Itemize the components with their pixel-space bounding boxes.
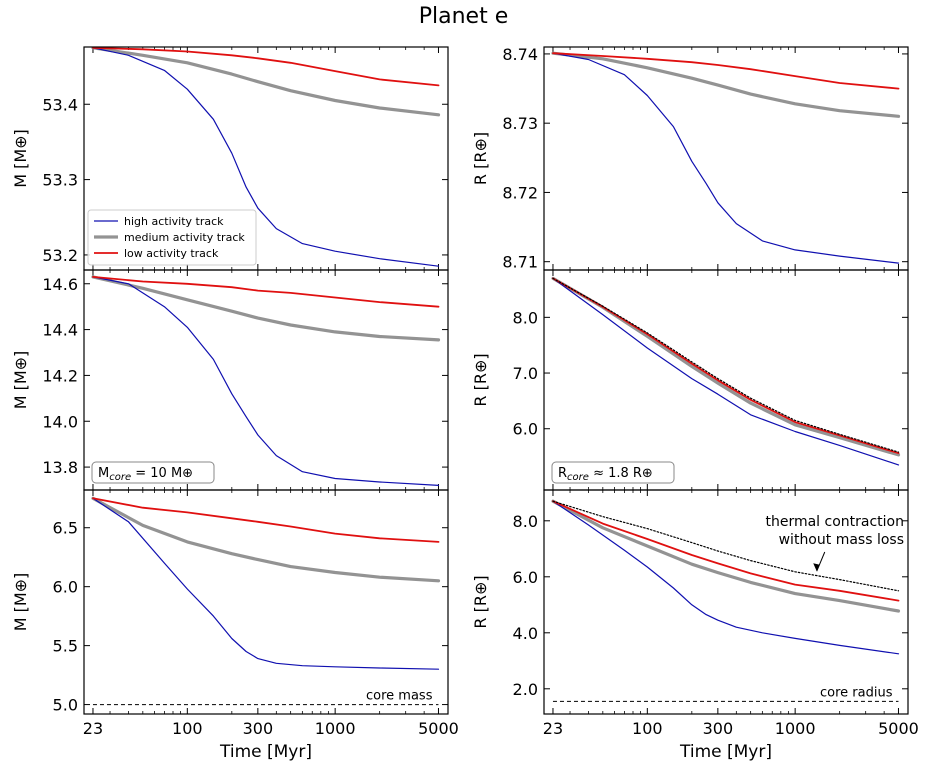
- series-line-medium: [91, 275, 441, 342]
- y-tick-label: 7.0: [513, 364, 538, 383]
- x-tick-label: 300: [243, 719, 274, 738]
- y-tick-label: 14.4: [42, 321, 78, 340]
- y-tick-label: 6.0: [513, 568, 538, 587]
- y-tick-label: 6.0: [513, 420, 538, 439]
- y-tick-label: 5.0: [53, 696, 78, 715]
- series-line-low: [552, 500, 900, 602]
- x-tick-label: 1000: [315, 719, 356, 738]
- annotation-box: [91, 461, 215, 484]
- y-axis-label: M [M⊕]: [11, 129, 30, 188]
- series-line-medium: [551, 499, 901, 613]
- series-line-high: [92, 276, 440, 486]
- x-tick-label: 5000: [878, 719, 919, 738]
- series-line-medium: [91, 47, 441, 117]
- x-tick-label: 1000: [775, 719, 816, 738]
- series-line-high: [552, 52, 900, 264]
- y-tick-label: 53.2: [42, 246, 78, 265]
- series-line-medium: [551, 276, 901, 457]
- plot-frame: [543, 269, 909, 491]
- x-tick-label: 300: [703, 719, 734, 738]
- y-tick-label: 8.72: [502, 183, 538, 202]
- plot-frame: [83, 489, 449, 715]
- y-axis-label: R [R⊕]: [471, 575, 490, 628]
- y-tick-label: 8.73: [502, 114, 538, 133]
- x-tick-label: 5000: [418, 719, 459, 738]
- x-axis-label: Time [Myr]: [679, 742, 772, 762]
- y-tick-label: 53.3: [42, 171, 78, 190]
- series-line-low: [552, 52, 900, 90]
- y-tick-label: 8.74: [502, 45, 538, 64]
- y-axis-label: M [M⊕]: [11, 573, 30, 632]
- series-line-low: [92, 47, 440, 87]
- series-line-reference: [552, 277, 900, 453]
- annotation-text: thermal contraction: [765, 514, 904, 530]
- y-tick-label: 6.5: [53, 519, 78, 538]
- x-axis-label: Time [Myr]: [219, 742, 312, 762]
- annotation-text: without mass loss: [779, 532, 904, 548]
- series-line-medium: [551, 51, 901, 118]
- x-tick-label: 100: [172, 719, 203, 738]
- reference-line-label: core mass: [366, 689, 433, 704]
- y-tick-label: 8.0: [513, 512, 538, 531]
- panel-mass-5: 23 100 300 1000 5000 5.0 5.5 6.0 6.5 M [M⊕] Time […: [11, 489, 459, 762]
- plot-frame: [543, 46, 909, 271]
- legend-box: [87, 209, 257, 266]
- y-tick-label: 4.0: [513, 624, 538, 643]
- y-tick-label: 8.71: [502, 253, 538, 272]
- y-tick-label: 8.0: [513, 308, 538, 327]
- annotation-arrowhead: [813, 563, 820, 572]
- panel-mass-total: 53.2 53.3 53.4 M [M⊕] high activity track med…: [11, 46, 449, 271]
- x-tick-label: 23: [83, 719, 103, 738]
- legend-entry-high: high activity track: [124, 215, 224, 228]
- panel-radius-total: 8.71 8.72 8.73 8.74 R [R⊕]: [471, 45, 909, 272]
- panel-mass-10: 13.8 14.0 14.2 14.4 14.6 M [M⊕] Mcore = 10 M⊕: [11, 269, 449, 491]
- y-tick-label: 14.0: [42, 412, 78, 431]
- y-tick-label: 5.5: [53, 637, 78, 656]
- series-line-low: [552, 277, 900, 455]
- panel-radius-10: 6.0 7.0 8.0 R [R⊕] Rcore ≈ 1.8 R⊕: [471, 269, 909, 491]
- series-line-high: [92, 497, 440, 670]
- y-tick-label: 13.8: [42, 458, 78, 477]
- y-tick-label: 6.0: [53, 578, 78, 597]
- series-line-high: [552, 277, 900, 466]
- series-line-low: [92, 497, 440, 543]
- series-line-medium: [91, 496, 441, 583]
- legend-entry-medium: medium activity track: [124, 231, 245, 244]
- series-line-high: [552, 500, 900, 655]
- panel-radius-5: 23 100 300 1000 5000 2.0 4.0 6.0 8.0 R [R⊕] Time […: [471, 489, 919, 762]
- annotation-text: Rcore ≈ 1.8 R⊕: [558, 466, 653, 483]
- y-axis-label: R [R⊕]: [471, 353, 490, 406]
- figure-title: Planet e: [418, 4, 509, 29]
- annotation-text: Mcore = 10 M⊕: [98, 466, 193, 483]
- legend-entry-low: low activity track: [124, 247, 219, 260]
- reference-line-label: core radius: [820, 685, 893, 700]
- y-tick-label: 53.4: [42, 95, 78, 114]
- y-axis-label: R [R⊕]: [471, 132, 490, 185]
- y-axis-label: M [M⊕]: [11, 351, 30, 410]
- x-tick-label: 100: [632, 719, 663, 738]
- annotation-box: [551, 461, 675, 484]
- series-line-high: [92, 47, 440, 267]
- y-tick-label: 2.0: [513, 680, 538, 699]
- plot-frame: [543, 489, 909, 715]
- series-line-low: [92, 275, 440, 308]
- y-tick-label: 14.6: [42, 275, 78, 294]
- y-tick-label: 14.2: [42, 366, 78, 385]
- x-tick-label: 23: [543, 719, 563, 738]
- series-line-reference: [552, 500, 900, 592]
